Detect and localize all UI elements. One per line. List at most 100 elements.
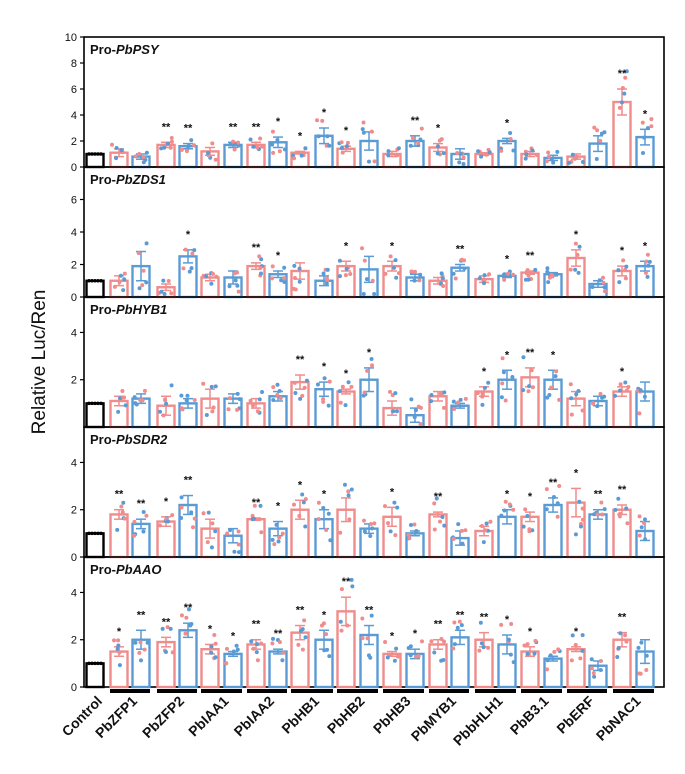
data-point <box>526 277 531 282</box>
data-point <box>161 278 166 283</box>
data-point <box>598 667 603 672</box>
data-point <box>499 148 504 153</box>
significance-marker: * <box>551 349 556 361</box>
data-point <box>591 401 596 406</box>
data-point <box>618 388 623 393</box>
control-data-point <box>96 152 100 156</box>
significance-marker: * <box>117 626 122 638</box>
data-point <box>121 288 126 293</box>
data-point <box>303 635 308 640</box>
data-point <box>141 268 146 273</box>
data-point <box>236 550 241 555</box>
data-point <box>551 495 556 500</box>
data-point <box>457 160 462 165</box>
data-point <box>297 279 302 284</box>
data-point <box>592 125 597 130</box>
data-point <box>488 519 493 524</box>
data-point <box>412 278 417 283</box>
data-point <box>545 667 550 672</box>
data-point <box>555 501 560 506</box>
data-point <box>590 285 595 290</box>
data-point <box>624 639 629 644</box>
data-point <box>275 382 280 387</box>
data-point <box>201 511 206 516</box>
data-point <box>179 505 184 510</box>
data-point <box>458 397 463 402</box>
data-point <box>255 642 260 647</box>
data-point <box>365 636 370 641</box>
data-point <box>642 517 647 522</box>
data-point <box>502 277 507 282</box>
data-point <box>573 241 578 246</box>
data-point <box>623 267 628 272</box>
data-point <box>480 391 485 396</box>
data-point <box>413 408 418 413</box>
data-point <box>553 374 558 379</box>
data-point <box>346 493 351 498</box>
significance-marker: ** <box>365 605 374 617</box>
data-point <box>552 649 557 654</box>
data-point <box>573 642 578 647</box>
control-data-point <box>93 401 97 406</box>
x-label-group: PbB3.1 <box>507 693 552 738</box>
data-point <box>213 529 218 534</box>
significance-marker: * <box>298 130 303 142</box>
data-point <box>325 267 330 272</box>
data-point <box>157 523 162 528</box>
data-point <box>162 145 167 150</box>
data-point <box>209 650 214 655</box>
data-point <box>338 530 343 535</box>
data-point <box>254 650 259 655</box>
data-point <box>119 504 124 509</box>
data-point <box>419 126 424 131</box>
data-point <box>252 503 257 508</box>
significance-marker: ** <box>480 612 489 624</box>
data-point <box>461 162 466 166</box>
data-point <box>340 150 345 155</box>
data-point <box>452 620 457 625</box>
significance-marker: * <box>344 368 349 380</box>
data-point <box>649 124 654 129</box>
data-point <box>228 528 233 533</box>
data-point <box>277 640 282 645</box>
control-data-point <box>99 278 103 283</box>
data-point <box>116 643 121 648</box>
data-point <box>406 532 411 537</box>
data-point <box>396 271 401 276</box>
data-point <box>141 529 146 534</box>
panel-title-gene: PbPSY <box>116 42 160 57</box>
data-point <box>408 644 413 649</box>
data-point <box>487 150 492 155</box>
data-point <box>136 251 141 256</box>
data-point <box>275 393 280 398</box>
significance-marker: * <box>528 491 533 503</box>
data-point <box>361 120 366 125</box>
significance-marker: * <box>164 496 169 508</box>
data-point <box>545 269 550 274</box>
data-point <box>589 657 594 662</box>
control-data-point <box>87 661 91 666</box>
data-point <box>232 147 237 152</box>
data-point <box>546 150 551 155</box>
data-point <box>418 272 423 277</box>
data-point <box>344 266 349 271</box>
data-point <box>271 150 276 155</box>
data-point <box>183 247 188 252</box>
data-point <box>210 521 215 526</box>
data-point <box>115 646 120 651</box>
data-point <box>451 399 456 404</box>
data-point <box>507 502 512 507</box>
data-point <box>432 527 437 532</box>
panel-title: Pro-PbHYB1 <box>90 302 167 317</box>
significance-marker: * <box>413 628 418 640</box>
data-point <box>626 385 631 390</box>
data-point <box>192 397 197 402</box>
data-point <box>297 266 302 271</box>
significance-marker: ** <box>594 489 603 501</box>
data-point <box>303 524 308 529</box>
data-point <box>439 658 444 663</box>
data-point <box>189 138 194 143</box>
data-point <box>133 640 138 645</box>
data-point <box>410 135 415 140</box>
